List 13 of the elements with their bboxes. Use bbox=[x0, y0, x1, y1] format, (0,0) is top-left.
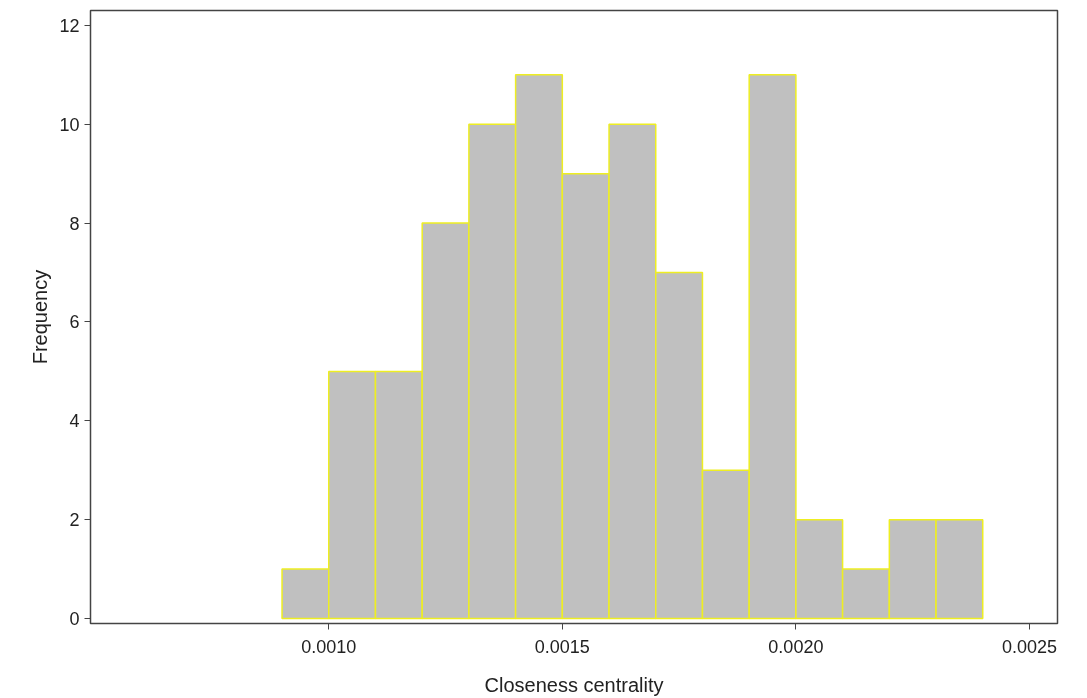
y-tick-label: 8 bbox=[69, 213, 80, 234]
y-axis-title: Frequency bbox=[29, 269, 52, 365]
y-tick-label: 10 bbox=[59, 114, 80, 135]
x-tick-label: 0.0010 bbox=[301, 636, 357, 657]
y-tick-label: 2 bbox=[69, 510, 80, 531]
x-axis-title: Closeness centrality bbox=[484, 673, 664, 696]
x-tick-label: 0.0015 bbox=[534, 636, 590, 657]
x-tick-label: 0.0020 bbox=[768, 636, 824, 657]
y-tick-label: 6 bbox=[69, 312, 80, 333]
y-tick-label: 12 bbox=[59, 15, 80, 36]
y-tick-label: 0 bbox=[69, 609, 80, 630]
y-tick-label: 4 bbox=[69, 411, 80, 432]
x-tick-label: 0.0025 bbox=[1001, 636, 1058, 657]
